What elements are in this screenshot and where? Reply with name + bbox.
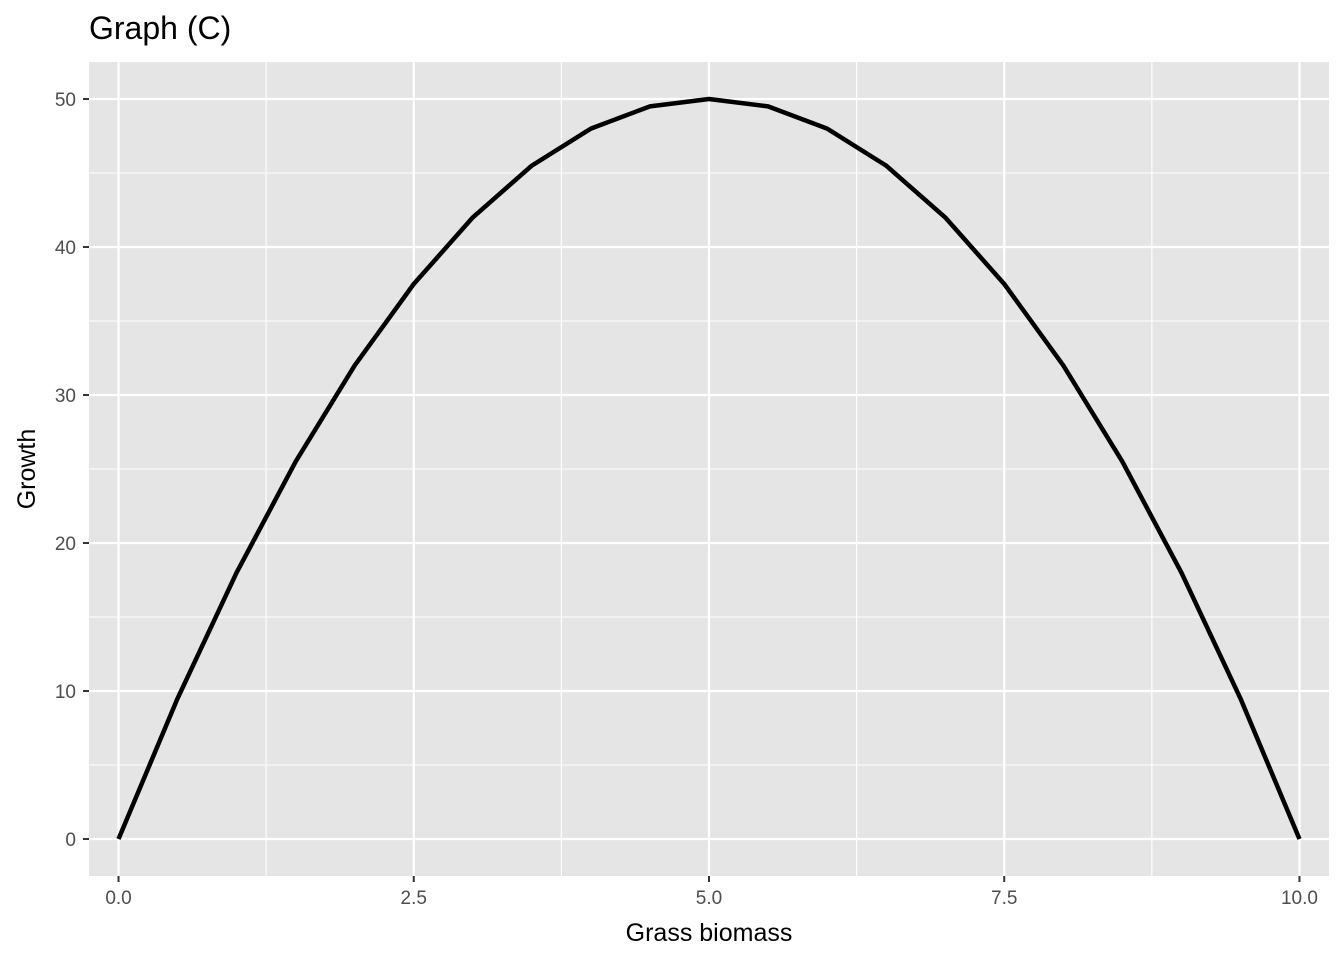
x-axis: 0.0 2.5 5.0 7.5 10.0 bbox=[105, 876, 1318, 909]
y-axis-label: Growth bbox=[13, 429, 41, 510]
major-gridlines bbox=[89, 62, 1329, 876]
x-axis-label: Grass biomass bbox=[626, 919, 793, 947]
x-tick-label: 5.0 bbox=[696, 888, 722, 909]
y-tick-label: 20 bbox=[55, 534, 76, 555]
x-tick-label: 2.5 bbox=[401, 888, 427, 909]
growth-curve-line bbox=[116, 96, 1302, 840]
y-tick-label: 30 bbox=[55, 386, 76, 407]
chart-title: Graph (C) bbox=[89, 10, 232, 46]
x-tick-label: 0.0 bbox=[105, 888, 131, 909]
x-tick-label: 10.0 bbox=[1281, 888, 1318, 909]
y-axis: 0 10 20 30 40 50 bbox=[55, 90, 89, 851]
y-tick-label: 0 bbox=[65, 830, 76, 851]
y-tick-label: 10 bbox=[55, 682, 76, 703]
y-tick-label: 40 bbox=[55, 238, 76, 259]
x-tick-label: 7.5 bbox=[991, 888, 1017, 909]
y-tick-label: 50 bbox=[55, 90, 76, 111]
